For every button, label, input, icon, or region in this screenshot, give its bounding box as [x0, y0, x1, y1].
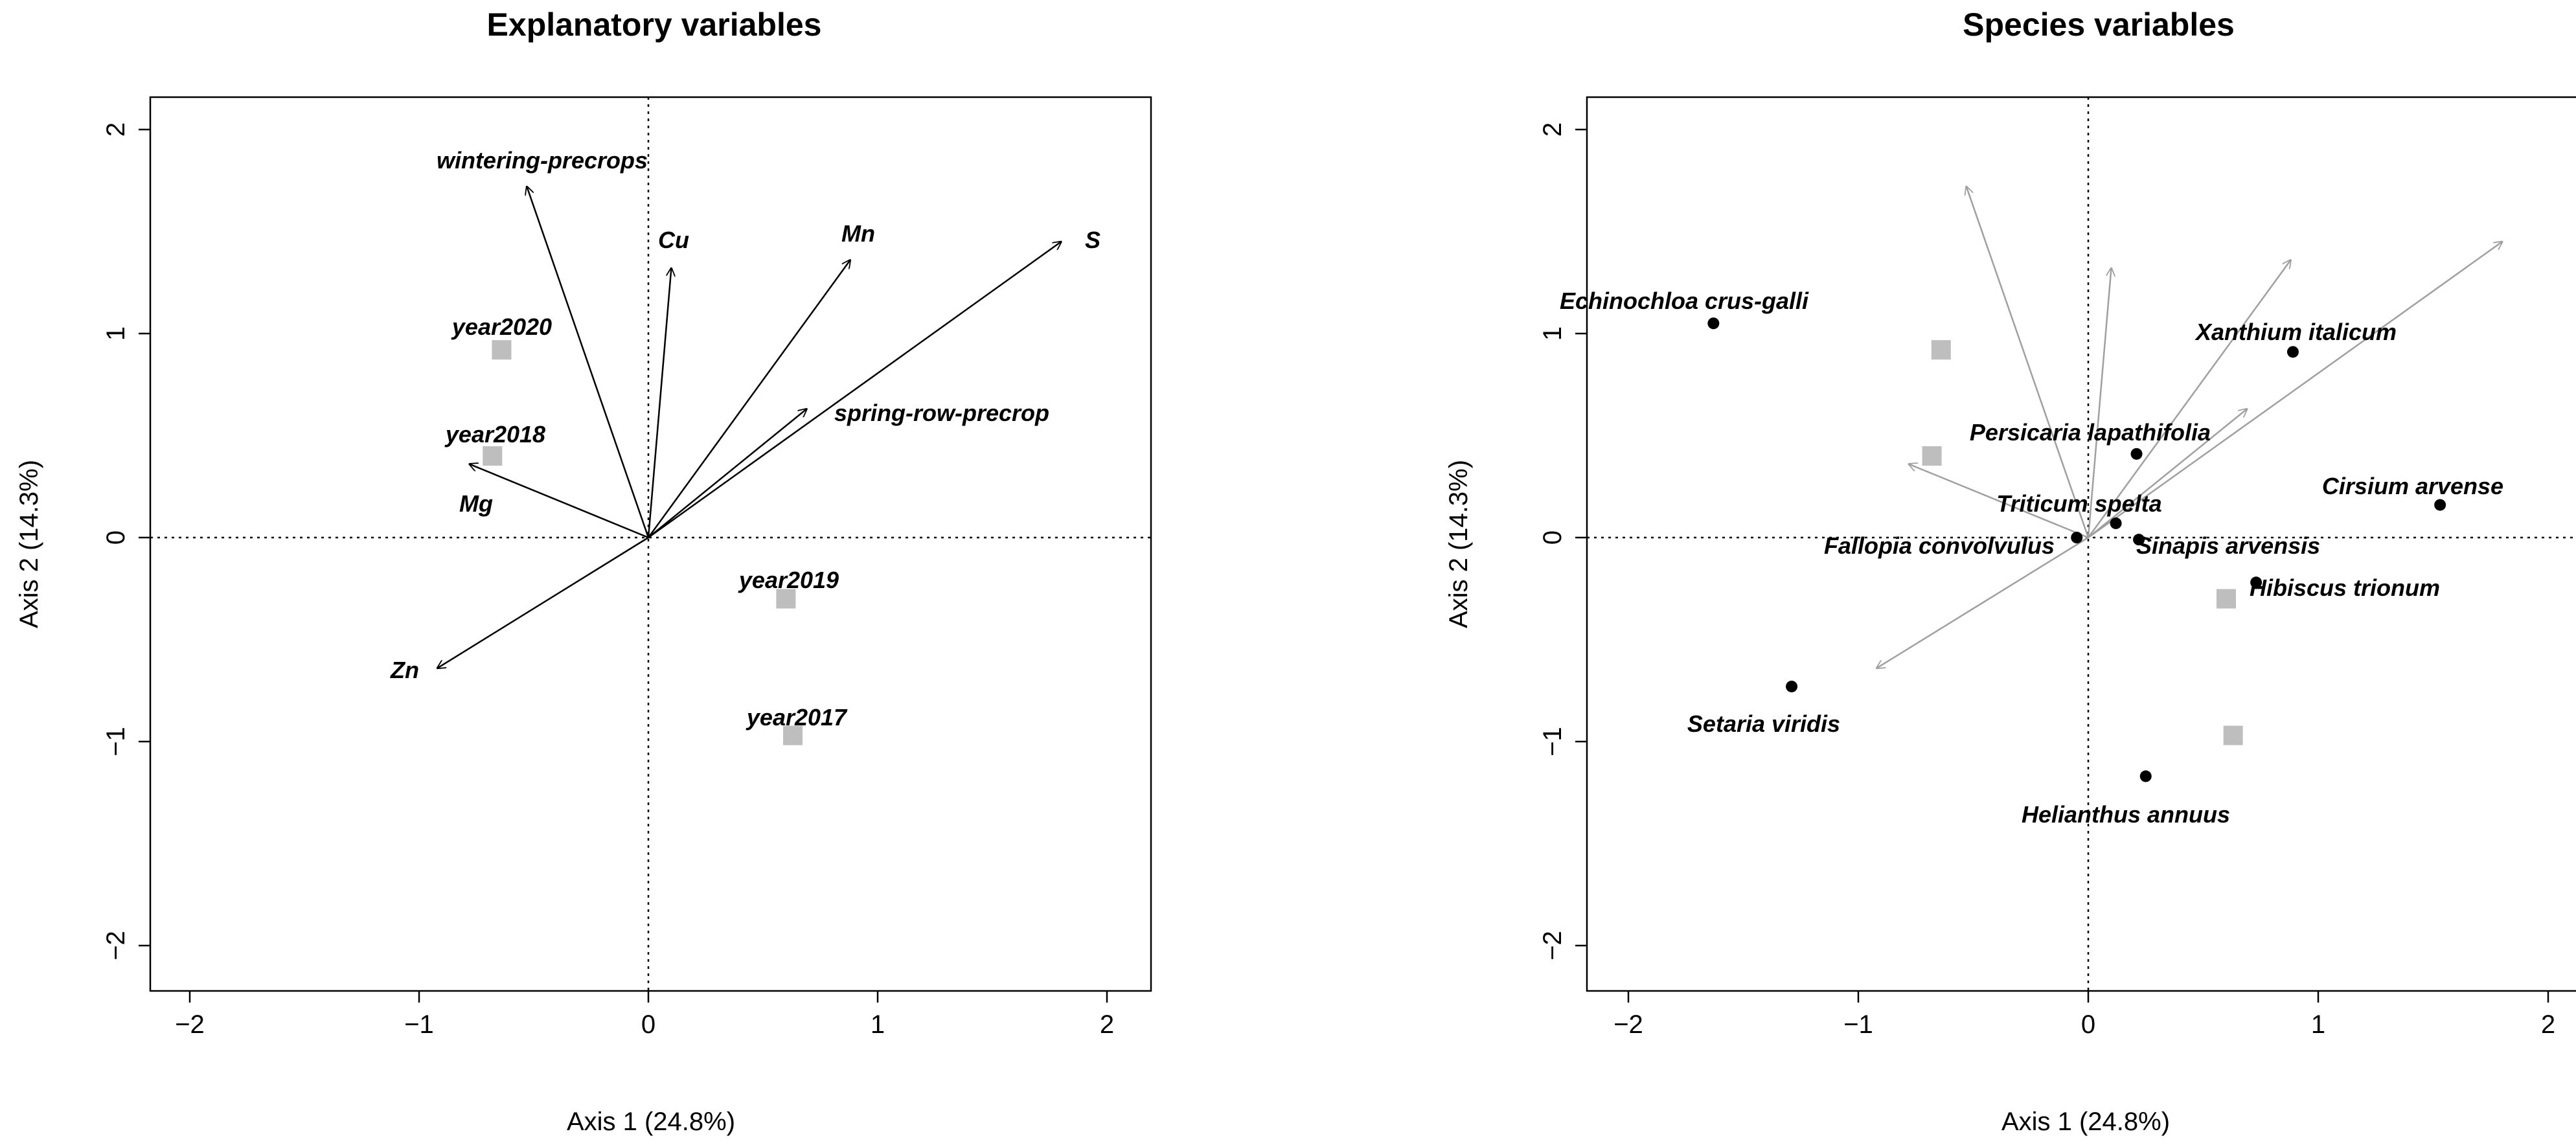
species-point — [2110, 517, 2122, 529]
y-tick-label: 0 — [1538, 530, 1567, 545]
species-point — [1786, 680, 1798, 692]
year-label: year2019 — [738, 567, 839, 593]
species-label: Helianthus annuus — [2022, 801, 2230, 828]
year-square-marker — [2217, 589, 2236, 609]
year-square-marker — [492, 340, 512, 360]
species-label: Xanthium italicum — [2194, 319, 2397, 345]
species-label: Fallopia convolvulus — [1824, 532, 2055, 559]
x-tick-label: 0 — [2081, 1010, 2095, 1039]
arrow-label: spring-row-precrop — [834, 400, 1049, 426]
x-axis-label: Axis 1 (24.8%) — [567, 1107, 735, 1136]
year-label: year2017 — [746, 704, 848, 731]
x-tick-label: 0 — [641, 1010, 655, 1039]
species-label: Setaria viridis — [1687, 710, 1840, 737]
y-axis-label: Axis 2 (14.3%) — [1444, 460, 1473, 628]
x-tick-label: 2 — [2541, 1010, 2555, 1039]
year-markers — [1922, 340, 2243, 745]
year-square-marker — [776, 589, 796, 609]
panel-title: Explanatory variables — [487, 6, 822, 43]
species-point — [2250, 576, 2263, 589]
year-square-marker — [483, 446, 503, 466]
arrow-label: Cu — [658, 227, 689, 253]
x-tick-label: 1 — [871, 1010, 885, 1039]
x-tick-label: 1 — [2311, 1010, 2325, 1039]
year-label: year2020 — [451, 313, 552, 340]
biplot-arrow — [648, 242, 1061, 539]
y-tick-label: 1 — [1538, 326, 1567, 341]
year-square-marker — [1922, 446, 1942, 466]
year-square-marker — [1931, 340, 1951, 360]
species-label: Sinapis arvensis — [2136, 532, 2320, 559]
y-axis-ticks: −2 −1 0 1 2 — [1538, 122, 1587, 960]
x-tick-label: 2 — [1100, 1010, 1114, 1039]
biplot-arrow — [437, 536, 649, 668]
species-point — [2434, 499, 2446, 511]
year-markers — [483, 340, 803, 745]
panel-explanatory: Explanatory variables −2 −1 0 1 2 −2 −1 0 1 2 wi… — [15, 6, 1152, 1136]
arrow-label: wintering-precrops — [437, 147, 648, 174]
y-tick-label: −1 — [1538, 727, 1567, 756]
x-axis-ticks: −2 −1 0 1 2 — [1613, 991, 2555, 1039]
year-label: year2018 — [444, 421, 545, 448]
arrow-label: S — [1085, 227, 1100, 253]
x-tick-label: −2 — [1613, 1010, 1643, 1039]
x-tick-label: −1 — [1843, 1010, 1873, 1039]
x-tick-label: −2 — [175, 1010, 205, 1039]
y-tick-label: 0 — [102, 530, 130, 545]
species-label: Triticum spelta — [1996, 490, 2161, 517]
species-point — [2133, 534, 2145, 546]
biplot-arrow — [470, 464, 649, 539]
arrow-label: Mg — [459, 490, 493, 517]
x-tick-label: −1 — [404, 1010, 434, 1039]
plot-frame — [1586, 96, 2576, 992]
biplot-arrow — [648, 409, 806, 538]
biplot-arrow — [647, 260, 850, 538]
species-point — [2071, 532, 2083, 543]
y-tick-label: −2 — [1538, 931, 1567, 960]
y-axis-ticks: −2 −1 0 1 2 — [102, 122, 150, 960]
biplot-arrow — [1966, 187, 2090, 538]
y-tick-label: 1 — [102, 326, 130, 341]
species-point — [2130, 448, 2143, 460]
year-square-marker — [783, 725, 803, 745]
biplot-arrows — [437, 187, 1061, 668]
species-point — [2139, 770, 2152, 782]
species-label: Echinochloa crus-galli — [1560, 288, 1809, 314]
x-axis-ticks: −2 −1 0 1 2 — [175, 991, 1114, 1039]
plot-frame — [149, 96, 1152, 992]
y-tick-label: 2 — [1538, 122, 1567, 137]
species-point — [2286, 346, 2299, 358]
biplot-arrow — [2087, 260, 2290, 538]
y-tick-label: 2 — [102, 122, 130, 137]
biplot-arrow — [2087, 268, 2112, 538]
labels: wintering-precrops Cu Mn S spring-row-pr… — [390, 147, 1100, 731]
panel-species: Species variables −2 −1 0 1 2 −2 −1 0 1 2 Echino… — [1444, 6, 2576, 1136]
biplot-arrow — [2088, 409, 2247, 538]
y-tick-label: −1 — [102, 727, 130, 756]
panel-title: Species variables — [1963, 6, 2235, 43]
labels: Echinochloa crus-galli Xanthium italicum… — [1560, 288, 2503, 828]
species-points — [1707, 317, 2446, 782]
species-point — [1707, 317, 1720, 330]
species-label: Persicaria lapathifolia — [1970, 419, 2211, 446]
biplot-arrow — [1876, 536, 2089, 668]
arrow-label: Mn — [841, 220, 875, 247]
y-tick-label: −2 — [102, 931, 130, 960]
species-label: Cirsium arvense — [2322, 473, 2503, 499]
year-square-marker — [2223, 725, 2243, 745]
biplot-arrow — [2088, 242, 2502, 539]
x-axis-label: Axis 1 (24.8%) — [2001, 1107, 2170, 1136]
biplot-arrow — [527, 187, 650, 538]
biplot-arrow — [1909, 464, 2089, 539]
arrow-label: Zn — [390, 657, 419, 683]
species-label: Hibiscus trionum — [2250, 574, 2440, 601]
biplot-arrow — [647, 268, 671, 538]
biplot-arrows — [1876, 187, 2502, 668]
y-axis-label: Axis 2 (14.3%) — [15, 460, 43, 628]
